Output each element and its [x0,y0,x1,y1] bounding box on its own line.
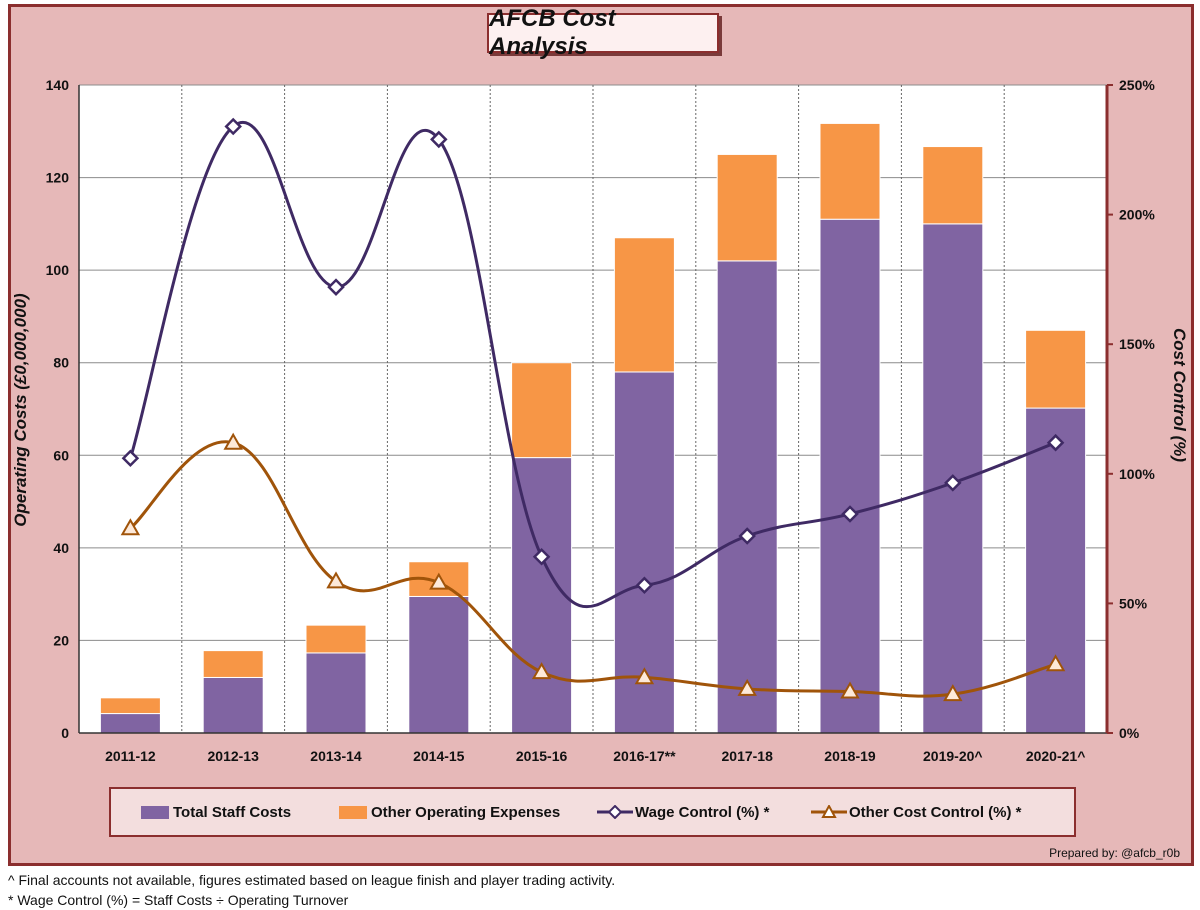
y-tick-label: 80 [53,355,69,371]
marker-other-cost [120,518,141,536]
legend: Total Staff Costs Other Operating Expens… [109,787,1076,837]
x-tick-label: 2014-15 [413,748,465,764]
marker-wage [1046,433,1065,452]
footnote-estimates: ^ Final accounts not available, figures … [8,872,616,888]
legend-swatch-other [339,805,367,819]
marker-wage [532,547,551,566]
legend-item-staff: Total Staff Costs [141,789,291,835]
bar-staff [99,713,161,734]
legend-label-wage: Wage Control (%) * [635,803,770,821]
x-tick-label: 2020-21^ [1026,748,1086,764]
y-tick-label: 60 [53,447,69,463]
legend-item-wage: Wage Control (%) * [597,789,769,835]
y-tick-label: 100 [46,262,70,278]
x-tick-label: 2013-14 [310,748,362,764]
y2-tick-label: 200% [1119,207,1155,223]
x-tick-label: 2015-16 [516,748,568,764]
x-tick-label: 2017-18 [722,748,774,764]
marker-other-cost [943,684,963,702]
legend-label-othercost: Other Cost Control (%) * [849,803,1022,821]
bar-other [1025,329,1087,409]
bar-other [716,153,778,262]
x-tick-label: 2019-20^ [923,748,983,764]
y2-tick-label: 250% [1119,77,1155,93]
marker-other-cost [1045,654,1066,672]
y-tick-label: 120 [46,170,70,186]
marker-other-cost [737,678,757,696]
bar-other [202,650,264,678]
bar-other [613,237,675,373]
marker-wage [944,474,962,492]
bar-other [819,122,881,220]
legend-swatch-staff [141,805,169,819]
bar-staff [202,676,264,734]
marker-wage [327,278,345,296]
chart-title: AFCB Cost Analysis [487,5,719,60]
bar-staff [511,457,573,734]
bar-other [511,362,573,459]
bar-other [922,146,984,225]
lines [120,117,1066,702]
bar-staff [819,218,881,734]
y-tick-label: 40 [53,540,69,556]
bar-staff [716,260,778,734]
y-tick-label: 140 [46,77,70,93]
y-tick-label: 20 [53,632,69,648]
legend-item-othercost: Other Cost Control (%) * [811,789,1022,835]
marker-wage [224,117,242,136]
credit-text: Prepared by: @afcb_r0b [1049,846,1180,860]
marker-other-cost [531,662,552,680]
marker-wage [841,505,859,523]
marker-wage [121,449,140,468]
y-axis-label: Operating Costs (£0,000,000) [11,293,30,527]
bars [99,122,1087,734]
legend-label-staff: Total Staff Costs [173,803,292,821]
y2-tick-label: 100% [1119,466,1155,482]
marker-other-cost [840,681,860,699]
marker-other-cost [429,572,449,590]
x-tick-label: 2018-19 [824,748,876,764]
bar-other [305,624,367,654]
marker-other-cost [634,667,655,685]
legend-othercost-triangle-icon [811,805,847,818]
marker-wage [635,576,654,595]
marker-other-cost [223,432,243,450]
legend-wage-diamond-icon [597,805,633,819]
line-other-cost-control [129,440,1057,698]
legend-item-other: Other Operating Expenses [339,789,560,835]
y2-tick-label: 0% [1119,725,1140,741]
bar-staff [408,595,470,734]
x-tick-label: 2012-13 [208,748,260,764]
axes: 0 20 40 60 80 100 120 140 0% 50% 100% 150% 200% 250% 2… [46,77,1156,764]
bar-other [99,697,161,715]
y2-tick-label: 50% [1119,595,1148,611]
y2-tick-label: 150% [1119,336,1155,352]
y2-axis-label: Cost Control (%) [1170,328,1189,462]
bar-staff [305,652,367,734]
marker-other-cost [326,571,346,589]
footnote-wage-control: * Wage Control (%) = Staff Costs ÷ Opera… [8,892,349,908]
x-tick-label: 2016-17** [613,748,676,764]
x-tick-label: 2011-12 [105,748,156,764]
bar-staff [1025,407,1087,734]
y-tick-label: 0 [61,725,69,741]
legend-label-other: Other Operating Expenses [371,803,561,821]
marker-wage [738,527,756,545]
marker-wage [430,130,448,149]
